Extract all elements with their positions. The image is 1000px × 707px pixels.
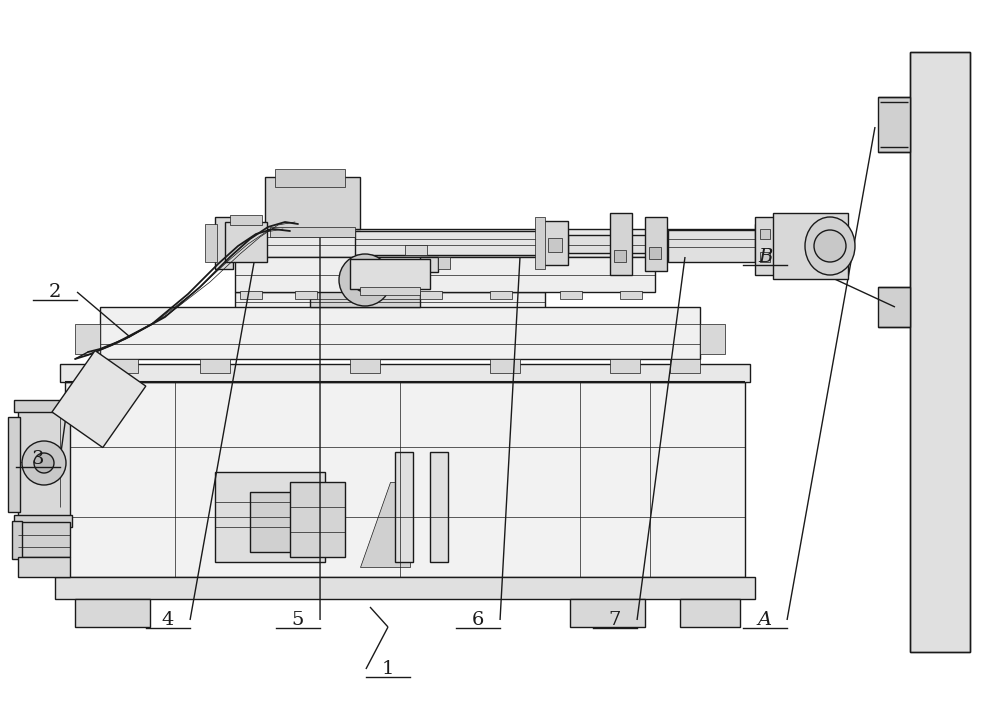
Bar xyxy=(670,359,700,373)
Bar xyxy=(360,287,420,295)
Bar xyxy=(235,257,655,292)
Bar xyxy=(645,217,667,271)
Bar xyxy=(680,599,740,627)
Bar xyxy=(240,291,262,299)
Bar xyxy=(755,224,770,262)
Bar xyxy=(910,52,970,652)
Bar xyxy=(760,229,770,239)
Bar xyxy=(878,287,910,327)
Bar xyxy=(355,291,377,299)
Circle shape xyxy=(22,441,66,485)
Bar xyxy=(52,351,146,448)
Bar xyxy=(755,217,775,275)
Bar xyxy=(215,472,325,562)
Bar xyxy=(395,452,413,562)
Bar xyxy=(380,234,408,257)
Bar xyxy=(568,235,688,253)
Bar xyxy=(205,224,217,262)
Bar xyxy=(14,515,72,527)
Bar xyxy=(610,359,640,373)
Bar xyxy=(18,557,70,577)
Bar xyxy=(75,599,150,627)
Bar xyxy=(225,229,760,257)
Circle shape xyxy=(814,230,846,262)
Bar xyxy=(350,259,430,289)
Bar xyxy=(438,257,450,269)
Circle shape xyxy=(34,453,54,473)
Bar xyxy=(350,359,380,373)
Bar xyxy=(760,252,770,262)
Bar xyxy=(610,213,632,275)
Bar xyxy=(420,257,438,272)
Text: 3: 3 xyxy=(32,450,44,468)
Bar xyxy=(60,364,750,382)
Text: 7: 7 xyxy=(609,611,621,629)
Bar xyxy=(250,492,305,552)
Bar xyxy=(320,239,400,257)
Ellipse shape xyxy=(805,217,855,275)
Bar xyxy=(275,169,345,187)
Text: 6: 6 xyxy=(472,611,484,629)
Bar xyxy=(12,521,22,559)
Bar xyxy=(295,291,317,299)
Bar xyxy=(215,217,233,269)
Bar xyxy=(65,382,745,577)
Bar xyxy=(420,291,442,299)
Bar xyxy=(108,359,138,373)
Bar xyxy=(560,291,582,299)
Text: 4: 4 xyxy=(162,611,174,629)
Text: 1: 1 xyxy=(382,660,394,678)
Bar xyxy=(773,213,848,279)
Bar xyxy=(365,249,423,265)
Bar xyxy=(18,407,70,522)
Bar xyxy=(540,221,568,265)
Bar xyxy=(270,227,355,237)
Bar xyxy=(75,324,100,354)
Text: A: A xyxy=(758,611,772,629)
Bar xyxy=(310,252,420,307)
Bar xyxy=(18,522,70,557)
Polygon shape xyxy=(360,482,410,567)
Bar xyxy=(362,234,426,246)
Bar xyxy=(405,245,427,255)
Bar xyxy=(368,237,398,292)
Bar xyxy=(55,577,755,599)
Text: 2: 2 xyxy=(49,283,61,301)
Bar xyxy=(490,291,512,299)
Bar xyxy=(8,417,20,512)
Bar xyxy=(290,482,345,557)
Bar xyxy=(430,452,448,562)
Circle shape xyxy=(353,268,377,292)
Bar xyxy=(355,231,540,255)
Bar xyxy=(614,250,626,262)
Bar xyxy=(225,222,267,262)
Bar xyxy=(490,359,520,373)
Bar xyxy=(535,217,545,269)
Circle shape xyxy=(339,254,391,306)
Bar xyxy=(649,247,661,259)
Bar xyxy=(14,400,72,412)
Bar xyxy=(230,215,262,225)
Text: B: B xyxy=(758,248,772,266)
Text: 5: 5 xyxy=(292,611,304,629)
Bar xyxy=(235,292,545,312)
Bar xyxy=(620,291,642,299)
Bar xyxy=(570,599,645,627)
Bar xyxy=(700,324,725,354)
Bar xyxy=(548,238,562,252)
Bar xyxy=(878,97,910,152)
Bar xyxy=(100,307,700,359)
Bar xyxy=(668,230,758,262)
Bar xyxy=(265,177,360,229)
Bar xyxy=(200,359,230,373)
